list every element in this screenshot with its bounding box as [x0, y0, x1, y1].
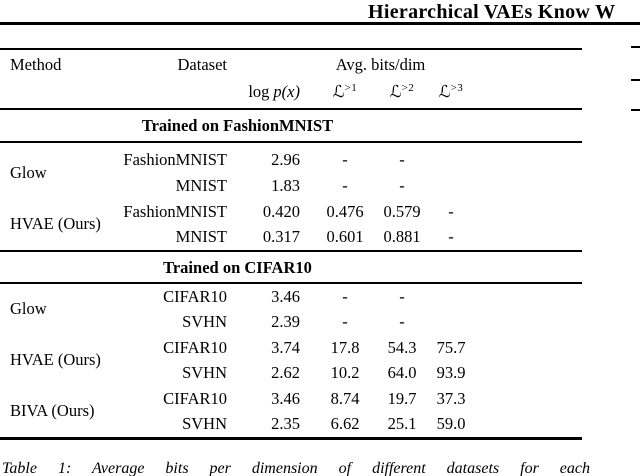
logp-cell: 3.46: [271, 389, 300, 408]
dataset-cell: SVHN: [182, 312, 227, 331]
dataset-cell: SVHN: [182, 363, 227, 382]
adjacent-table-bottom-rule-fragment: [631, 109, 640, 111]
logp-cell: 2.62: [271, 363, 300, 382]
logp-cell: 3.74: [271, 338, 300, 357]
table-row-biva-svhn: SVHN 2.35 6.62 25.1 59.0: [0, 411, 582, 437]
method-label-biva-cifar: BIVA (Ours): [10, 401, 95, 420]
l2-cell: -: [399, 150, 405, 169]
col-header-method: Method: [10, 55, 62, 74]
table-row-glow-svhn: SVHN 2.39 - -: [0, 309, 582, 335]
table-row-hvae-cifar10: CIFAR10 3.74 17.8 54.3 75.7: [0, 335, 582, 361]
script-L: ℒ: [389, 81, 402, 101]
dataset-cell: FashionMNIST: [123, 202, 227, 221]
table-top-rule: [0, 48, 582, 50]
method-label-glow-cifar: Glow: [10, 299, 47, 318]
col-header-avg-bits-dim: Avg. bits/dim: [335, 55, 426, 74]
l3-cell: 37.3: [436, 389, 466, 408]
section2-bottom-rule: [0, 282, 582, 284]
logp-cell: 0.420: [262, 202, 300, 221]
l3-cell: 93.9: [436, 363, 466, 382]
dataset-cell: SVHN: [182, 414, 227, 433]
method-label-hvae-fashion: HVAE (Ours): [10, 214, 101, 233]
dataset-cell: CIFAR10: [163, 389, 227, 408]
l2-cell: 25.1: [387, 414, 417, 433]
l2-cell: -: [399, 287, 405, 306]
table-caption: Table 1: Average bits per dimension of d…: [2, 460, 590, 476]
l1-cell: 17.8: [330, 338, 360, 357]
dataset-cell: MNIST: [175, 176, 227, 195]
l2-cell: -: [399, 312, 405, 331]
table-row-hvae-svhn: SVHN 2.62 10.2 64.0 93.9: [0, 360, 582, 386]
adjacent-table-mid-rule-fragment: [631, 79, 640, 81]
section1-rule: [0, 141, 582, 143]
table-row-glow-cifar10: CIFAR10 3.46 - -: [0, 284, 582, 310]
l1-cell: 0.476: [326, 202, 364, 221]
section2-top-rule: [0, 250, 582, 252]
px-math: p(x): [273, 81, 300, 101]
section-header-trained-on-cifar10: Trained on CIFAR10: [163, 258, 312, 277]
dataset-cell: MNIST: [175, 227, 227, 246]
l3-cell: 75.7: [436, 338, 466, 357]
l3-cell: -: [448, 227, 454, 246]
l2-cell: 64.0: [387, 363, 417, 382]
l3-cell: 59.0: [436, 414, 466, 433]
table-header-row-2: log p(x) ℒ>1 ℒ>2 ℒ>3: [0, 77, 582, 106]
logp-cell: 0.317: [262, 227, 300, 246]
l2-cell: 19.7: [387, 389, 417, 408]
l1-cell: 8.74: [330, 389, 360, 408]
col-header-loss-gt3: ℒ>3: [427, 79, 475, 105]
dataset-cell: CIFAR10: [163, 338, 227, 357]
script-L: ℒ: [332, 81, 345, 101]
dataset-cell: CIFAR10: [163, 287, 227, 306]
l1-cell: -: [342, 312, 348, 331]
logp-cell: 1.83: [271, 176, 300, 195]
col-header-log-px: log p(x): [230, 79, 313, 105]
l3-cell: -: [448, 202, 454, 221]
method-label-glow-fashion: Glow: [10, 163, 47, 182]
col-header-loss-gt1: ℒ>1: [313, 79, 377, 105]
method-label-hvae-cifar: HVAE (Ours): [10, 350, 101, 369]
l1-cell: -: [342, 150, 348, 169]
l1-cell: 0.601: [326, 227, 364, 246]
section-header-trained-on-fashionmnist: Trained on FashionMNIST: [141, 116, 334, 135]
col-header-loss-gt2: ℒ>2: [377, 79, 427, 105]
l2-cell: 54.3: [387, 338, 417, 357]
l2-cell: 0.881: [383, 227, 421, 246]
l1-cell: 6.62: [330, 414, 360, 433]
superscript-gt2: >2: [401, 81, 415, 94]
table-row-hvae-fashionmnist: FashionMNIST 0.420 0.476 0.579 -: [0, 199, 582, 225]
superscript-gt1: >1: [344, 81, 358, 94]
paper-running-title: Hierarchical VAEs Know W: [368, 1, 616, 23]
table-row-biva-cifar10: CIFAR10 3.46 8.74 19.7 37.3: [0, 386, 582, 412]
page-header-rule: [0, 22, 640, 25]
l2-cell: -: [399, 176, 405, 195]
logp-cell: 2.35: [271, 414, 300, 433]
l2-cell: 0.579: [383, 202, 421, 221]
adjacent-table-top-rule-fragment: [631, 46, 640, 48]
dataset-cell: FashionMNIST: [123, 150, 227, 169]
logp-cell: 2.96: [271, 150, 300, 169]
col-header-dataset: Dataset: [177, 55, 227, 74]
logp-cell: 3.46: [271, 287, 300, 306]
l1-cell: 10.2: [330, 363, 360, 382]
table-row-hvae-mnist: MNIST 0.317 0.601 0.881 -: [0, 224, 582, 250]
table-bottom-rule: [0, 437, 582, 440]
table-header-rule: [0, 108, 582, 110]
logp-cell: 2.39: [271, 312, 300, 331]
table-row-glow-fashionmnist: FashionMNIST 2.96 - -: [0, 147, 582, 173]
superscript-gt3: >3: [450, 81, 464, 94]
l1-cell: -: [342, 176, 348, 195]
table-row-glow-mnist: MNIST 1.83 - -: [0, 173, 582, 199]
l1-cell: -: [342, 287, 348, 306]
script-L: ℒ: [438, 81, 451, 101]
table-header-row-1: Method Dataset Avg. bits/dim: [0, 52, 582, 78]
log-operator: log: [248, 81, 270, 101]
